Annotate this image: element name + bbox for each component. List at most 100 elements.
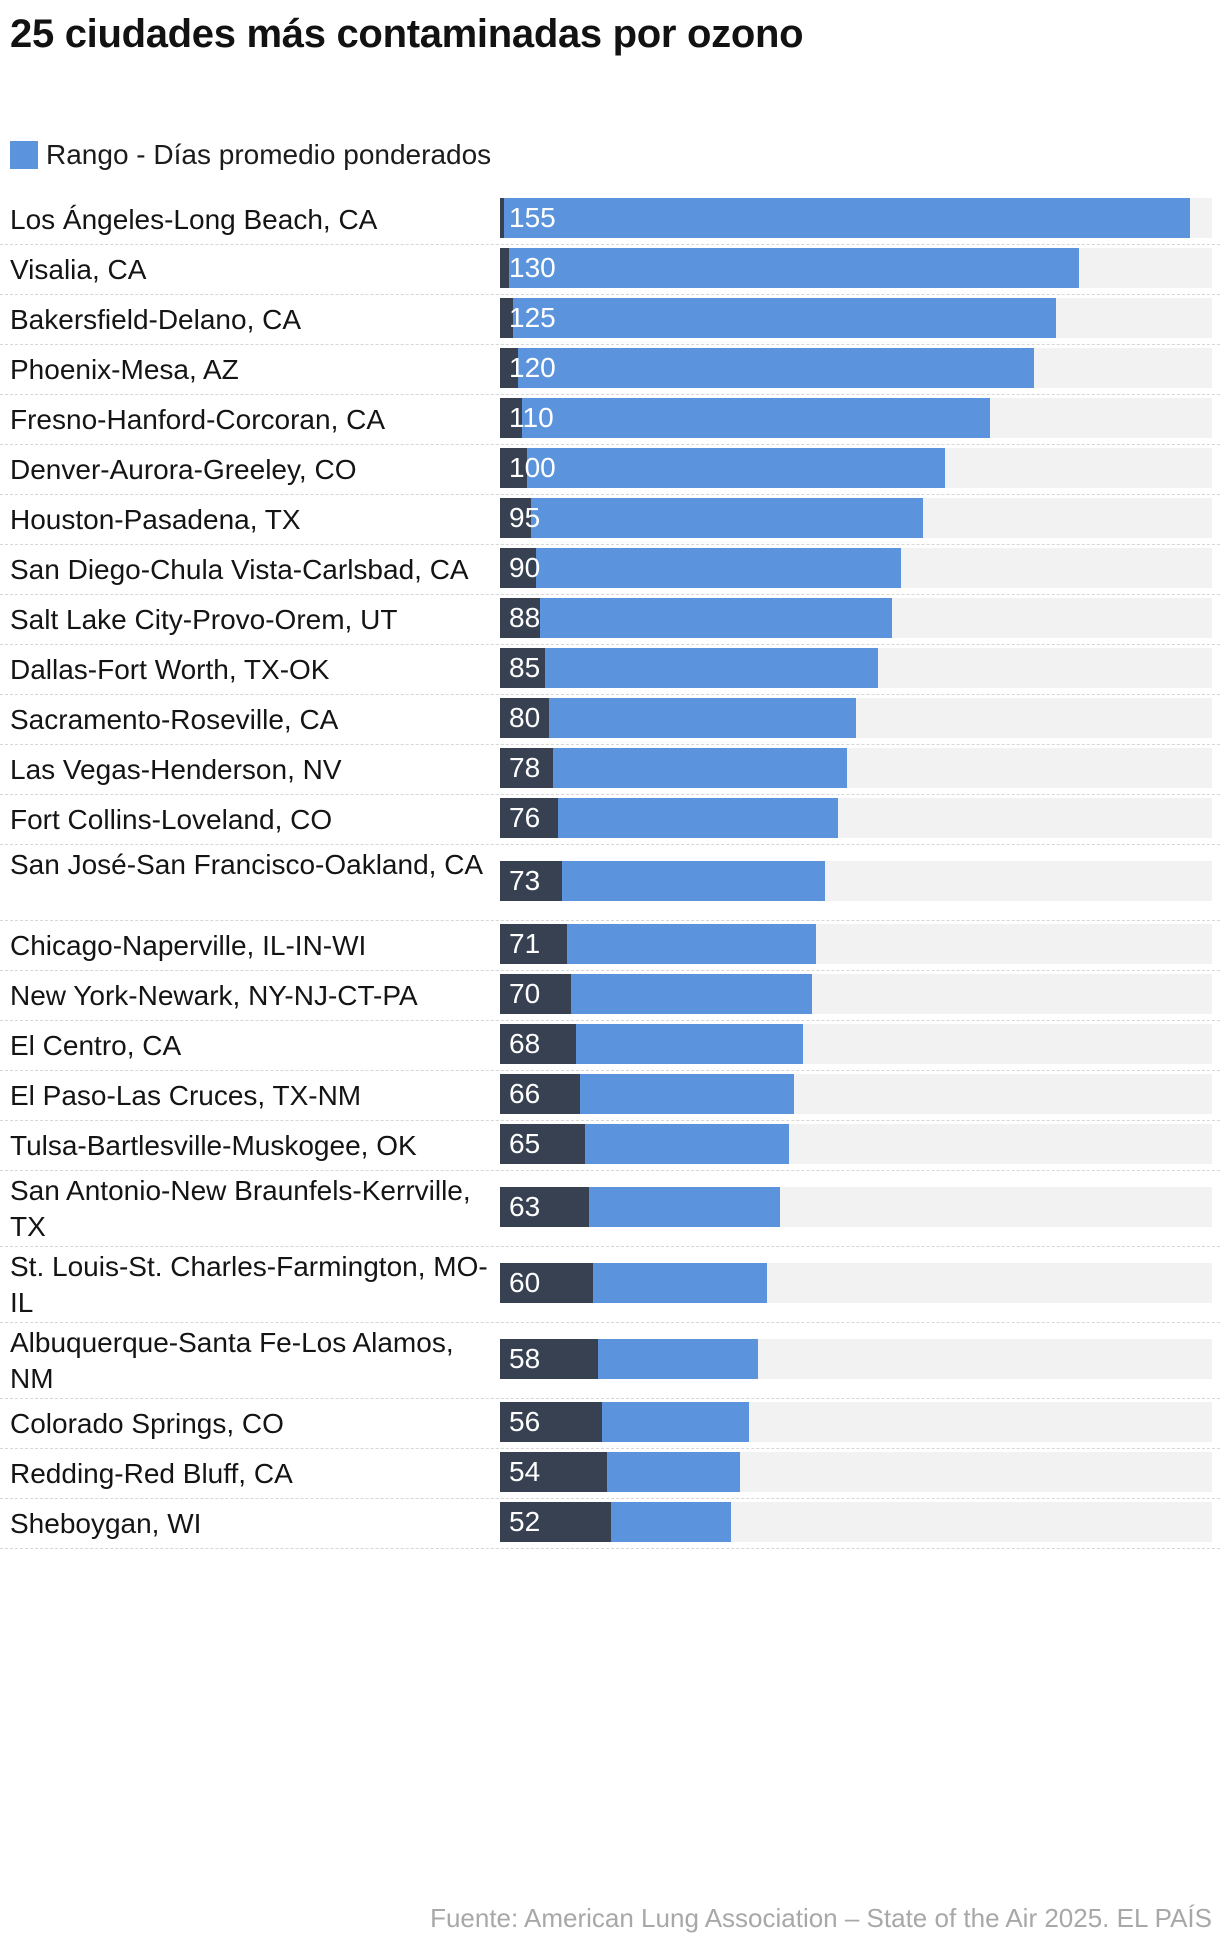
rank-bar — [500, 1502, 611, 1542]
bar-track: 52 — [500, 1502, 1212, 1542]
bar-row: New York-Newark, NY-NJ-CT-PA 70 — [0, 971, 1220, 1021]
rank-bar — [500, 648, 545, 688]
bar-row: El Centro, CA 68 — [0, 1021, 1220, 1071]
value-label: 90 — [509, 552, 541, 583]
value-label: 66 — [509, 1078, 541, 1109]
bar-row: Sheboygan, WI 52 — [0, 1499, 1220, 1549]
city-label: Las Vegas-Henderson, NV — [10, 754, 342, 785]
bar-track: 125 — [500, 298, 1212, 338]
rank-bar — [500, 1402, 602, 1442]
rank-bar — [500, 1339, 598, 1379]
rank-bar — [500, 924, 567, 964]
value-bar — [500, 648, 878, 688]
rank-bar — [500, 598, 540, 638]
rank-bar — [500, 348, 518, 388]
city-label: Phoenix-Mesa, AZ — [10, 354, 239, 385]
city-label: Dallas-Fort Worth, TX-OK — [10, 654, 330, 685]
rank-bar — [500, 1074, 580, 1114]
bar-row: Fresno-Hanford-Corcoran, CA 110 — [0, 395, 1220, 445]
rank-bar — [500, 974, 571, 1014]
value-label: 52 — [509, 1506, 541, 1537]
bar-track: 110 — [500, 398, 1212, 438]
city-label: Bakersfield-Delano, CA — [10, 304, 302, 335]
legend: Rango - Días promedio ponderados — [10, 138, 491, 172]
value-label: 68 — [509, 1028, 541, 1059]
bar-track: 76 — [500, 798, 1212, 838]
bar-track: 80 — [500, 698, 1212, 738]
value-label: 54 — [509, 1456, 541, 1487]
bar-track: 54 — [500, 1452, 1212, 1492]
city-label: San José-San Francisco-Oakland, CA — [10, 849, 484, 880]
value-bar — [500, 748, 847, 788]
rank-bar — [500, 298, 513, 338]
rank-bar — [500, 1187, 589, 1227]
legend-label: Rango - Días promedio ponderados — [46, 139, 492, 170]
bar-row: St. Louis-St. Charles-Farmington, MO-IL 6… — [0, 1247, 1220, 1323]
value-label: 76 — [509, 802, 541, 833]
bar-track: 60 — [500, 1263, 1212, 1303]
bar-row: Dallas-Fort Worth, TX-OK 85 — [0, 645, 1220, 695]
rank-bar — [500, 1452, 607, 1492]
bar-track: 58 — [500, 1339, 1212, 1379]
bar-row: Los Ángeles-Long Beach, CA 155 — [0, 195, 1220, 245]
value-label: 56 — [509, 1406, 541, 1437]
city-label: Redding-Red Bluff, CA — [10, 1458, 293, 1489]
city-label: Albuquerque-Santa Fe-Los Alamos, NM — [10, 1327, 454, 1394]
bar-rows: Los Ángeles-Long Beach, CA 155 Visalia, CA… — [0, 195, 1220, 1549]
source-note: Fuente: American Lung Association – Stat… — [430, 1903, 1212, 1933]
value-label: 125 — [509, 302, 556, 333]
city-label: Sacramento-Roseville, CA — [10, 704, 339, 735]
city-label: Colorado Springs, CO — [10, 1408, 284, 1439]
rank-bar — [500, 248, 509, 288]
bar-track: 66 — [500, 1074, 1212, 1114]
value-label: 60 — [509, 1267, 541, 1298]
value-label: 65 — [509, 1128, 541, 1159]
value-bar — [500, 198, 1190, 238]
city-label: Denver-Aurora-Greeley, CO — [10, 454, 357, 485]
bar-track: 88 — [500, 598, 1212, 638]
bar-row: San José-San Francisco-Oakland, CA 73 — [0, 845, 1220, 921]
bar-track: 63 — [500, 1187, 1212, 1227]
bar-row: El Paso-Las Cruces, TX-NM 66 — [0, 1071, 1220, 1121]
city-label: St. Louis-St. Charles-Farmington, MO-IL — [10, 1251, 488, 1318]
bar-row: Denver-Aurora-Greeley, CO 100 — [0, 445, 1220, 495]
bar-track: 73 — [500, 861, 1212, 901]
rank-bar — [500, 798, 558, 838]
bar-row: Albuquerque-Santa Fe-Los Alamos, NM 58 — [0, 1323, 1220, 1399]
value-bar — [500, 548, 901, 588]
bar-track: 71 — [500, 924, 1212, 964]
bar-track: 100 — [500, 448, 1212, 488]
bar-row: Bakersfield-Delano, CA 125 — [0, 295, 1220, 345]
value-label: 70 — [509, 978, 541, 1009]
value-label: 58 — [509, 1343, 541, 1374]
bar-track: 90 — [500, 548, 1212, 588]
rank-bar — [500, 698, 549, 738]
value-label: 78 — [509, 752, 541, 783]
value-label: 63 — [509, 1191, 541, 1222]
bar-track: 78 — [500, 748, 1212, 788]
value-label: 88 — [509, 602, 541, 633]
city-label: San Diego-Chula Vista-Carlsbad, CA — [10, 554, 469, 585]
bar-track: 95 — [500, 498, 1212, 538]
bar-row: San Diego-Chula Vista-Carlsbad, CA 90 — [0, 545, 1220, 595]
value-bar — [500, 498, 923, 538]
rank-bar — [500, 1124, 585, 1164]
bar-row: Las Vegas-Henderson, NV 78 — [0, 745, 1220, 795]
rank-bar — [500, 748, 553, 788]
value-label: 100 — [509, 452, 556, 483]
value-bar — [500, 348, 1034, 388]
city-label: Salt Lake City-Provo-Orem, UT — [10, 604, 398, 635]
bar-row: Sacramento-Roseville, CA 80 — [0, 695, 1220, 745]
bar-track: 65 — [500, 1124, 1212, 1164]
city-label: Visalia, CA — [10, 254, 147, 285]
value-bar — [500, 398, 990, 438]
city-label: San Antonio-New Braunfels-Kerrville, TX — [10, 1175, 471, 1242]
value-bar — [500, 298, 1056, 338]
city-label: El Paso-Las Cruces, TX-NM — [10, 1080, 362, 1111]
value-label: 80 — [509, 702, 541, 733]
bar-track: 155 — [500, 198, 1212, 238]
value-label: 95 — [509, 502, 541, 533]
bar-track: 56 — [500, 1402, 1212, 1442]
rank-bar — [500, 1024, 576, 1064]
